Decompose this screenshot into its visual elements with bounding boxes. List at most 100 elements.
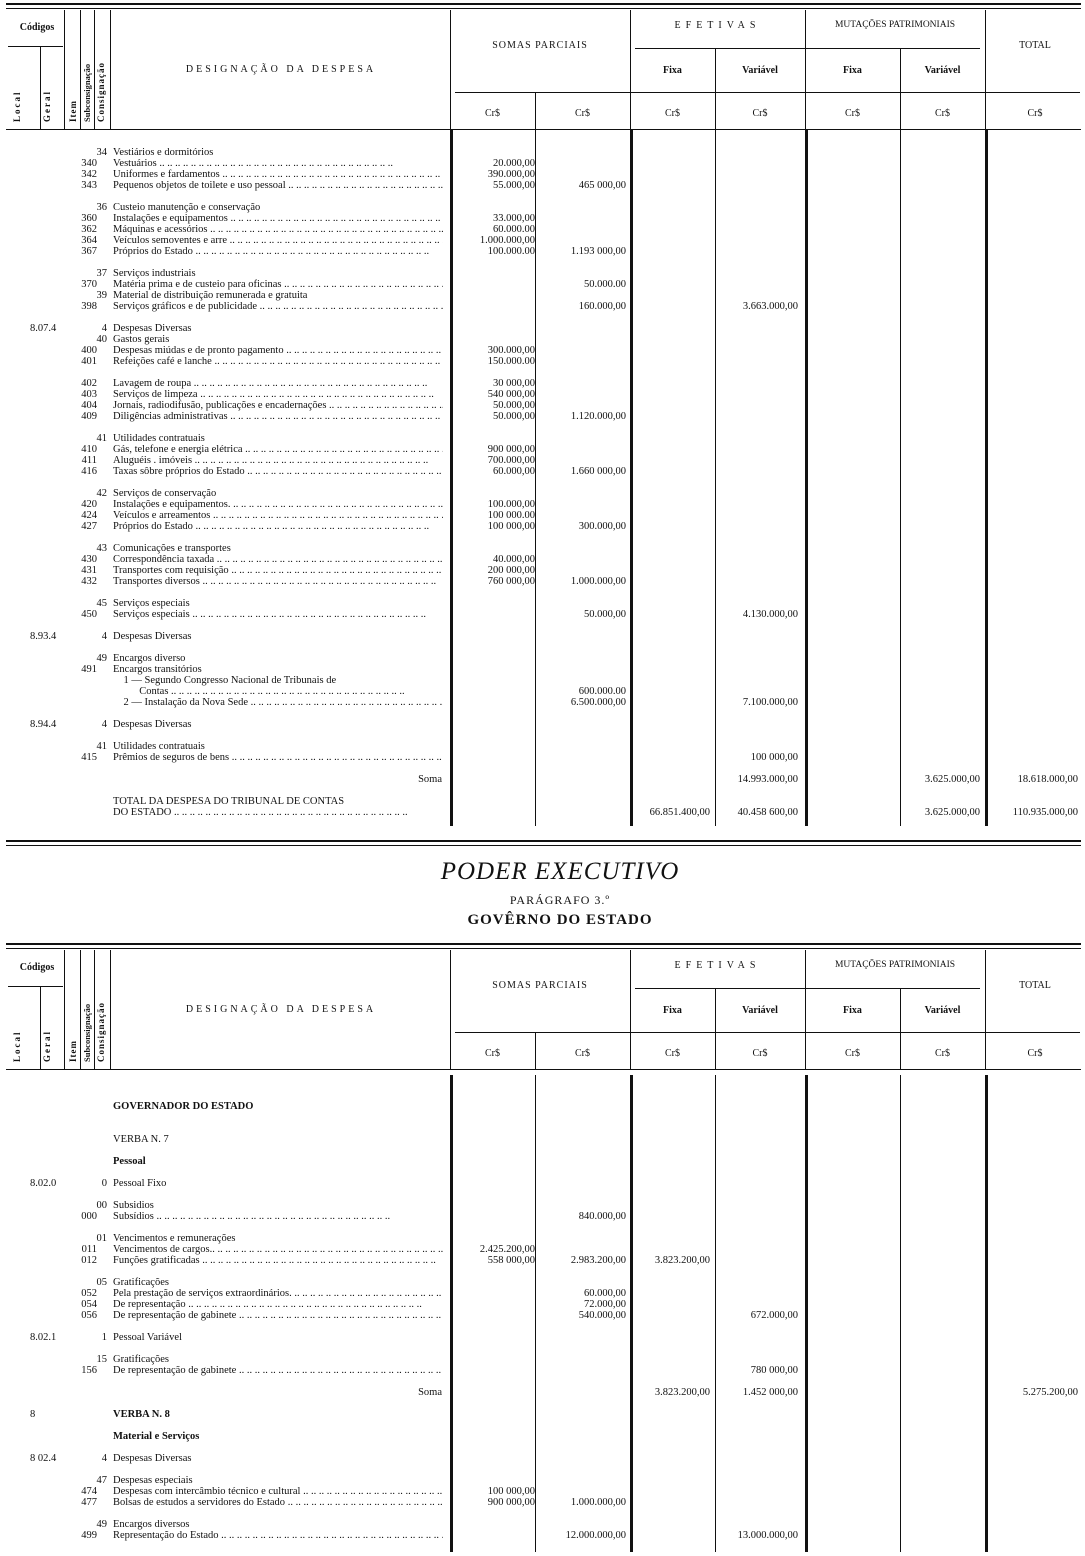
- designation: Gás, telefone e energia elétrica: [113, 444, 443, 455]
- designation: Vencimentos e remunerações: [113, 1233, 236, 1244]
- currency-label: Cr$: [845, 1048, 860, 1059]
- item-code: 000: [81, 1211, 97, 1222]
- table-row: 364 Veículos semoventes e arre 1.000.000,0…: [0, 235, 1085, 246]
- designation: Representação do Estado: [113, 1530, 443, 1541]
- table-row: 404 Jornais, radiodifusão, publicações e …: [0, 400, 1085, 411]
- sp2-value: 465 000,00: [578, 180, 626, 191]
- table-row: [0, 1123, 1085, 1134]
- item-code: 011: [81, 1244, 97, 1255]
- table-row: 47 Despesas especiais: [0, 1475, 1085, 1486]
- table-row: VERBA N. 7: [0, 1134, 1085, 1145]
- designation: Próprios do Estado: [113, 246, 443, 257]
- table-row: [0, 1167, 1085, 1178]
- table-row: 450 Serviços especiais 50.000,00 4.130.000,…: [0, 609, 1085, 620]
- group-code: 49: [96, 1519, 108, 1530]
- currency-label: Cr$: [665, 108, 680, 119]
- sp1-value: 900 000,00: [487, 1497, 535, 1508]
- designation: Diligências administrativas: [113, 411, 443, 422]
- mutacoes-fixa-label: Fixa: [843, 1005, 862, 1016]
- designation: Utilidades contratuais: [113, 433, 205, 444]
- sp1-value: 50.000,00: [493, 400, 535, 411]
- sp1-value: 60.000,00: [493, 466, 535, 477]
- group-code: 34: [96, 147, 108, 158]
- rule: [535, 1032, 536, 1070]
- table-row: 34 Vestiários e dormitórios: [0, 147, 1085, 158]
- designation: De representação de gabinete: [113, 1365, 443, 1376]
- header-top-rule: [6, 3, 1081, 9]
- designation: Pessoal: [113, 1156, 146, 1167]
- header-bottom-rule: [6, 1069, 1081, 1070]
- group-code: 40: [96, 334, 108, 345]
- table-row: 37 Serviços industriais: [0, 268, 1085, 279]
- table-row: [0, 477, 1085, 488]
- designation: Gratificações: [113, 1354, 169, 1365]
- column-rule: [805, 1075, 808, 1552]
- currency-label: Cr$: [752, 108, 768, 119]
- table-row: [0, 257, 1085, 268]
- sp2-value: 72.000,00: [584, 1299, 626, 1310]
- designation: Instalações e equipamentos: [113, 213, 443, 224]
- local-label: Local: [12, 1030, 22, 1063]
- sp2-value: 300.000,00: [578, 521, 626, 532]
- table-row: 40 Gastos gerais: [0, 334, 1085, 345]
- table-row: 8.94.4 4 Despesas Diversas: [0, 719, 1085, 730]
- group-code: 41: [96, 433, 108, 444]
- rule: [455, 92, 1080, 93]
- currency-label: Cr$: [485, 1048, 500, 1059]
- sp2-value: 50.000,00: [584, 609, 626, 620]
- column-rule: [450, 130, 453, 826]
- rule: [40, 46, 41, 130]
- item-code: 054: [81, 1299, 97, 1310]
- currency-label: Cr$: [485, 108, 500, 119]
- sp1-value: 100 000,00: [487, 1486, 535, 1497]
- table-row: [0, 1222, 1085, 1233]
- item-code: 340: [81, 158, 97, 169]
- table-row: [0, 191, 1085, 202]
- table-row: 362 Máquinas e acessórios 60.000.00: [0, 224, 1085, 235]
- designation: Material de distribuição remunerada e gr…: [113, 290, 308, 301]
- group-code: 42: [96, 488, 108, 499]
- table-row: 424 Veículos e arreamentos 100 000.00: [0, 510, 1085, 521]
- codigos-label: Códigos: [19, 22, 55, 33]
- table-row: 415 Prêmios de seguros de bens 100 000,00: [0, 752, 1085, 763]
- table-row: [0, 1464, 1085, 1475]
- sp1-value: 900 000,00: [487, 444, 535, 455]
- designation: Serviços especiais: [113, 609, 443, 620]
- designation: Máquinas e acessórios: [113, 224, 443, 235]
- table-row: [0, 312, 1085, 323]
- designation: GOVERNADOR DO ESTADO: [113, 1101, 254, 1112]
- rule: [900, 48, 901, 130]
- designation: Correspondência taxada: [113, 554, 443, 565]
- group-code: 37: [96, 268, 108, 279]
- designation: Vencimentos de cargos..: [113, 1244, 443, 1255]
- designation: Serviços industriais: [113, 268, 196, 279]
- total-label: TOTAL: [1019, 40, 1051, 51]
- sp1-value: 100.000.00: [487, 246, 535, 257]
- item-code: 156: [81, 1365, 97, 1376]
- rule: [715, 48, 716, 130]
- table-row: 416 Taxas sôbre próprios do Estado 60.000,…: [0, 466, 1085, 477]
- column-rule: [535, 130, 536, 826]
- efetivas-fixa-label: Fixa: [663, 65, 682, 76]
- table-row: DO ESTADO 66.851.400,00 40.458 600,00 3.625…: [0, 807, 1085, 818]
- rule: [985, 10, 986, 130]
- designation: Matéria prima e de custeio para oficinas: [113, 279, 443, 290]
- item-code: 401: [81, 356, 97, 367]
- item-code: 409: [81, 411, 97, 422]
- item-code: 056: [81, 1310, 97, 1321]
- designation: 1 — Segundo Congresso Nacional de Tribun…: [113, 675, 337, 686]
- column-rule: [630, 130, 633, 826]
- rule: [450, 10, 451, 130]
- group-code: 01: [96, 1233, 108, 1244]
- designation: Transportes diversos: [113, 576, 443, 587]
- efetivas-variavel-label: Variável: [742, 1005, 778, 1016]
- local-code: 8 02.4: [30, 1453, 57, 1464]
- designation: De representação de gabinete: [113, 1310, 443, 1321]
- designation: Aluguéis . imóveis: [113, 455, 443, 466]
- designation: Serviços gráficos e de publicidade: [113, 301, 443, 312]
- designation: Transportes com requisição: [113, 565, 443, 576]
- rule: [94, 10, 95, 130]
- sp1-value: 700.000,00: [487, 455, 535, 466]
- table-row: 05 Gratificações: [0, 1277, 1085, 1288]
